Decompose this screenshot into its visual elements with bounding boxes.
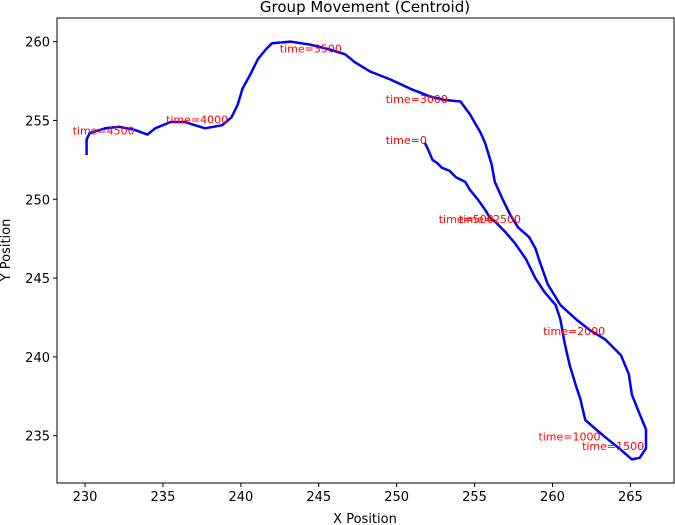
trajectory-line xyxy=(85,40,648,461)
x-axis-label: X Position xyxy=(333,512,397,525)
x-tick-label: 245 xyxy=(306,490,331,505)
y-tick-label: 255 xyxy=(25,114,50,129)
y-tick-label: 240 xyxy=(25,351,50,366)
y-axis-label: Y Position xyxy=(0,219,14,283)
x-tick-label: 240 xyxy=(228,490,253,505)
y-tick-label: 235 xyxy=(25,430,50,445)
x-tick-label: 265 xyxy=(618,490,643,505)
annotation: time=3000 xyxy=(386,93,448,106)
x-tick-label: 235 xyxy=(151,490,176,505)
annotation: time=3500 xyxy=(280,43,342,56)
annotation: time=0 xyxy=(386,134,427,147)
annotation: time=1500 xyxy=(582,440,644,453)
annotation: time=4500 xyxy=(73,125,135,138)
chart-title: Group Movement (Centroid) xyxy=(260,0,470,16)
y-tick-label: 250 xyxy=(25,193,50,208)
x-tick-label: 260 xyxy=(540,490,565,505)
plot-frame xyxy=(56,17,675,484)
annotation: time=2000 xyxy=(543,325,605,338)
annotation: time=4000 xyxy=(166,114,228,127)
annotation: time=2500 xyxy=(459,213,521,226)
annotation: time=500 xyxy=(439,213,494,226)
x-tick-label: 230 xyxy=(73,490,98,505)
annotation: time=1000 xyxy=(538,430,600,443)
x-tick-label: 250 xyxy=(384,490,409,505)
y-tick-label: 245 xyxy=(25,272,50,287)
y-tick-label: 260 xyxy=(25,36,50,51)
x-tick-label: 255 xyxy=(462,490,487,505)
